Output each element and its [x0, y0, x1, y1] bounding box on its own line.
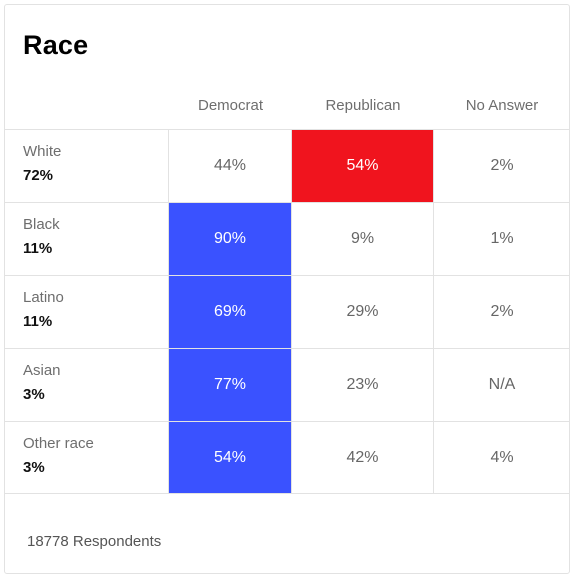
page-title: Race: [23, 30, 89, 60]
no-answer-cell: 2%: [490, 157, 514, 174]
republican-cell: 54%: [292, 130, 434, 202]
democrat-cell: 90%: [169, 203, 292, 275]
table-row-white: White 72% 44% 54% 2%: [4, 129, 570, 202]
group-name: Latino: [23, 289, 64, 306]
table-row-black: Black 11% 90% 9% 1%: [4, 202, 570, 275]
row-label: Black 11%: [4, 203, 169, 275]
group-name: White: [23, 143, 62, 160]
no-answer-cell: N/A: [488, 376, 516, 393]
republican-cell: 23%: [292, 349, 434, 421]
results-table: White 72% 44% 54% 2% Black 11% 90% 9% 1%…: [4, 129, 570, 494]
group-share: 11%: [23, 240, 53, 257]
democrat-cell: 44%: [169, 130, 292, 202]
row-label: Other race 3%: [4, 422, 169, 493]
group-share: 3%: [23, 459, 45, 476]
column-header-republican: Republican: [325, 97, 401, 114]
republican-cell: 9%: [292, 203, 434, 275]
group-share: 3%: [23, 386, 45, 403]
respondents-count: 18778 Respondents: [27, 533, 162, 550]
row-label: Asian 3%: [4, 349, 169, 421]
republican-cell: 42%: [292, 422, 434, 493]
republican-cell: 29%: [292, 276, 434, 348]
group-share: 11%: [23, 313, 53, 330]
table-row-other-race: Other race 3% 54% 42% 4%: [4, 421, 570, 494]
democrat-cell: 54%: [169, 422, 292, 493]
group-name: Black: [23, 216, 60, 233]
group-name: Other race: [23, 435, 94, 452]
democrat-cell: 69%: [169, 276, 292, 348]
no-answer-cell: 4%: [490, 448, 514, 466]
table-row-latino: Latino 11% 69% 29% 2%: [4, 275, 570, 348]
group-share: 72%: [23, 167, 54, 184]
row-label: Latino 11%: [4, 276, 169, 348]
no-answer-cell: 2%: [490, 303, 514, 320]
column-header-no-answer: No Answer: [465, 97, 539, 114]
democrat-cell: 77%: [169, 349, 292, 421]
column-header-democrat: Democrat: [197, 97, 264, 114]
no-answer-cell: 1%: [490, 230, 514, 247]
group-name: Asian: [23, 362, 61, 379]
table-row-asian: Asian 3% 77% 23% N/A: [4, 348, 570, 421]
row-label: White 72%: [4, 130, 169, 202]
